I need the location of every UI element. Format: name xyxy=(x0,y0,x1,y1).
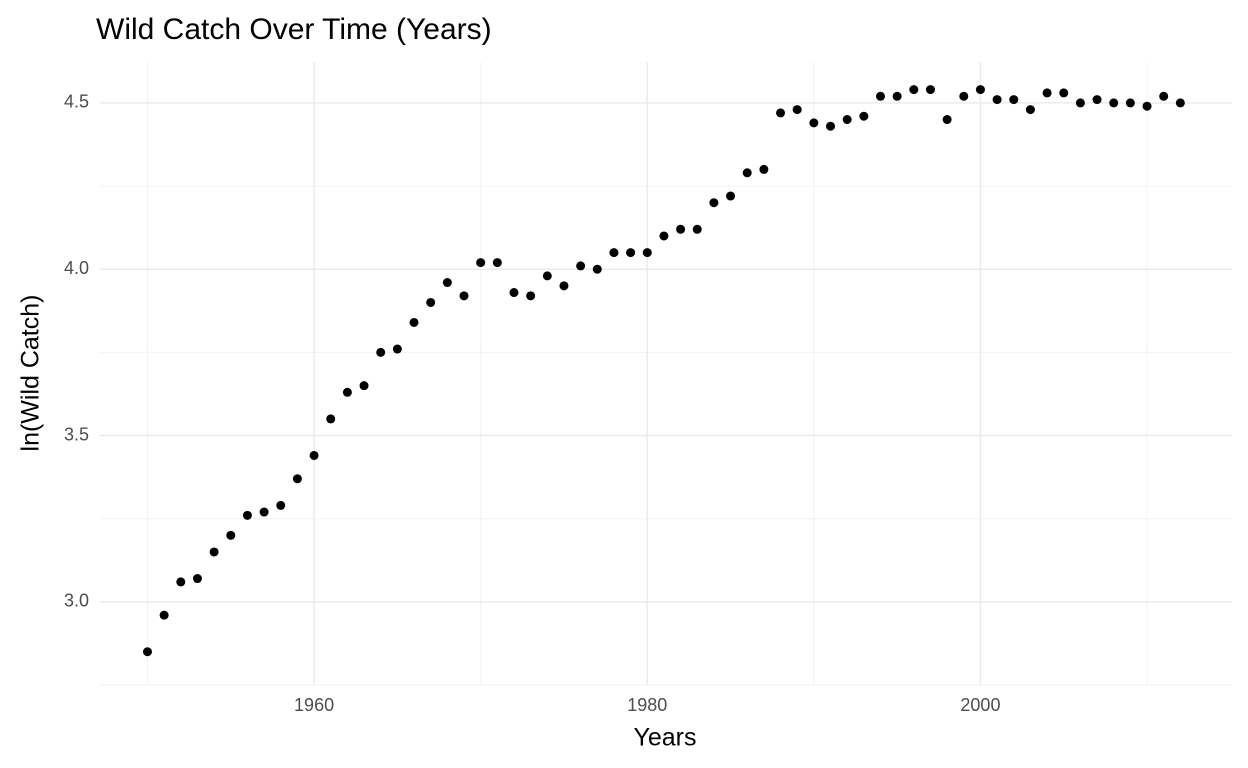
point xyxy=(592,264,602,274)
point xyxy=(1042,88,1052,98)
y-tick-label: 4.0 xyxy=(64,258,89,278)
point xyxy=(376,347,386,357)
point xyxy=(1075,98,1085,108)
point xyxy=(442,278,452,288)
point xyxy=(1109,98,1119,108)
point xyxy=(742,168,752,178)
point xyxy=(1059,88,1069,98)
point xyxy=(1142,101,1152,111)
point xyxy=(626,248,636,258)
point xyxy=(659,231,669,241)
y-tick-label: 3.0 xyxy=(64,591,89,611)
point xyxy=(209,547,219,557)
point xyxy=(409,317,419,327)
point xyxy=(426,297,436,307)
point xyxy=(859,111,869,121)
point xyxy=(509,288,519,298)
point xyxy=(975,85,985,95)
y-tick-label: 4.5 xyxy=(64,92,89,112)
point xyxy=(226,530,236,540)
point xyxy=(609,248,619,258)
point xyxy=(159,610,169,620)
point xyxy=(1025,105,1035,115)
x-tick-label: 2000 xyxy=(960,695,1000,715)
point xyxy=(792,105,802,115)
point xyxy=(776,108,786,118)
y-tick-label: 3.5 xyxy=(64,424,89,444)
point xyxy=(342,387,352,397)
point xyxy=(309,450,319,460)
point xyxy=(492,258,502,268)
point xyxy=(676,224,686,234)
point xyxy=(292,474,302,484)
point xyxy=(709,198,719,208)
point xyxy=(1009,95,1019,105)
point xyxy=(1175,98,1185,108)
point xyxy=(526,291,536,301)
point xyxy=(359,381,369,391)
point xyxy=(909,85,919,95)
point xyxy=(1092,95,1102,105)
y-axis-label: ln(Wild Catch) xyxy=(17,295,45,452)
point xyxy=(192,574,202,584)
x-tick-label: 1960 xyxy=(294,695,334,715)
point xyxy=(692,224,702,234)
point xyxy=(242,510,252,520)
point xyxy=(826,121,836,131)
point xyxy=(759,164,769,174)
point xyxy=(875,91,885,101)
point xyxy=(892,91,902,101)
point xyxy=(542,271,552,281)
point xyxy=(276,500,286,510)
point xyxy=(142,647,152,657)
point xyxy=(842,115,852,125)
point xyxy=(459,291,469,301)
point xyxy=(726,191,736,201)
point xyxy=(392,344,402,354)
point xyxy=(809,118,819,128)
x-tick-label: 1980 xyxy=(627,695,667,715)
point xyxy=(925,85,935,95)
grid xyxy=(100,62,1232,686)
point xyxy=(992,95,1002,105)
point xyxy=(576,261,586,271)
point xyxy=(326,414,336,424)
chart-title: Wild Catch Over Time (Years) xyxy=(96,13,492,46)
point xyxy=(1159,91,1169,101)
point xyxy=(942,115,952,125)
point xyxy=(642,248,652,258)
point xyxy=(959,91,969,101)
point xyxy=(559,281,569,291)
x-axis-label: Years xyxy=(633,724,696,752)
point xyxy=(1125,98,1135,108)
point xyxy=(476,258,486,268)
point xyxy=(259,507,269,517)
point xyxy=(176,577,186,587)
